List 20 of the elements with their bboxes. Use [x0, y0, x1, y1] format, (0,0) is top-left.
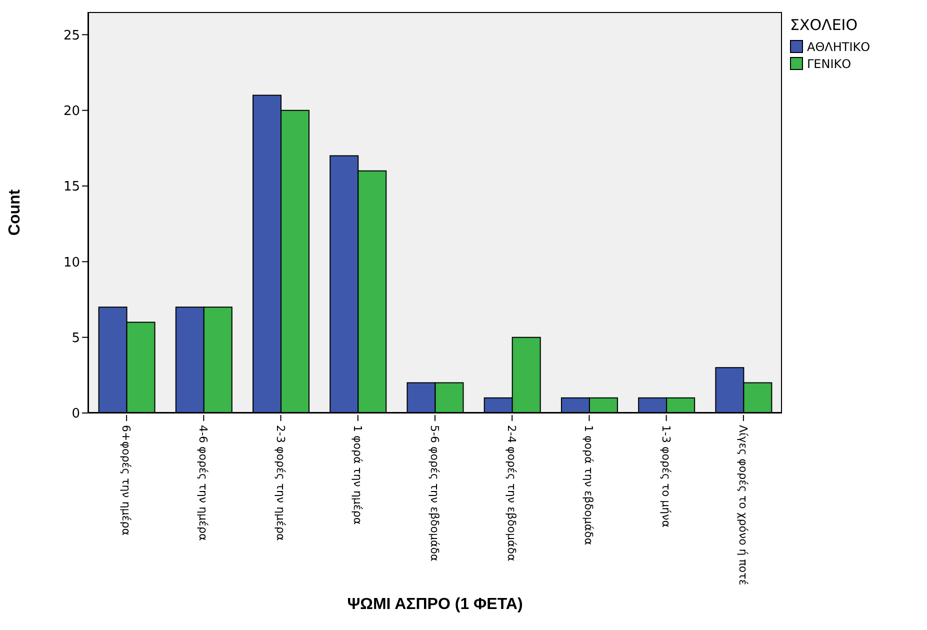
x-tick-label: 2-3 φορές την ημέρα: [274, 425, 287, 541]
y-tick-label: 0: [72, 406, 80, 422]
x-tick-label: 1 φορά την ημέρα: [350, 425, 364, 525]
x-tick-label: 2-4 φορές την εβδομάδα: [505, 425, 518, 562]
y-tick-label: 15: [63, 180, 80, 195]
y-tick-label: 20: [63, 104, 80, 119]
x-tick-label: 5-6 φορές την εβδομάδα: [428, 425, 441, 562]
x-tick-label: 1-3 φορές το μήνα: [659, 425, 672, 528]
y-tick-label: 5: [72, 330, 80, 346]
y-axis-title: Count: [6, 188, 24, 236]
legend-label: ΑΘΛΗΤΙΚΟ: [807, 40, 870, 54]
y-tick-label: 25: [63, 28, 80, 44]
x-axis-title: ΨΩΜΙ ΑΣΠΡΟ (1 ΦΕΤΑ): [346, 596, 524, 614]
legend-title: ΣΧΟΛΕΙΟ: [790, 16, 859, 34]
x-tick-label: 4-6 φορές την ημέρα: [196, 425, 210, 541]
x-tick-label: Λίγες φορές το χρόνο ή ποτέ: [736, 425, 750, 586]
x-tick-label: 1 φορά την εβδομάδα: [582, 425, 596, 546]
y-tick-label: 10: [63, 255, 80, 270]
legend-label: ΓΕΝΙΚΟ: [807, 56, 852, 70]
x-tick-label: 6+φορές την ημέρα: [120, 425, 133, 536]
